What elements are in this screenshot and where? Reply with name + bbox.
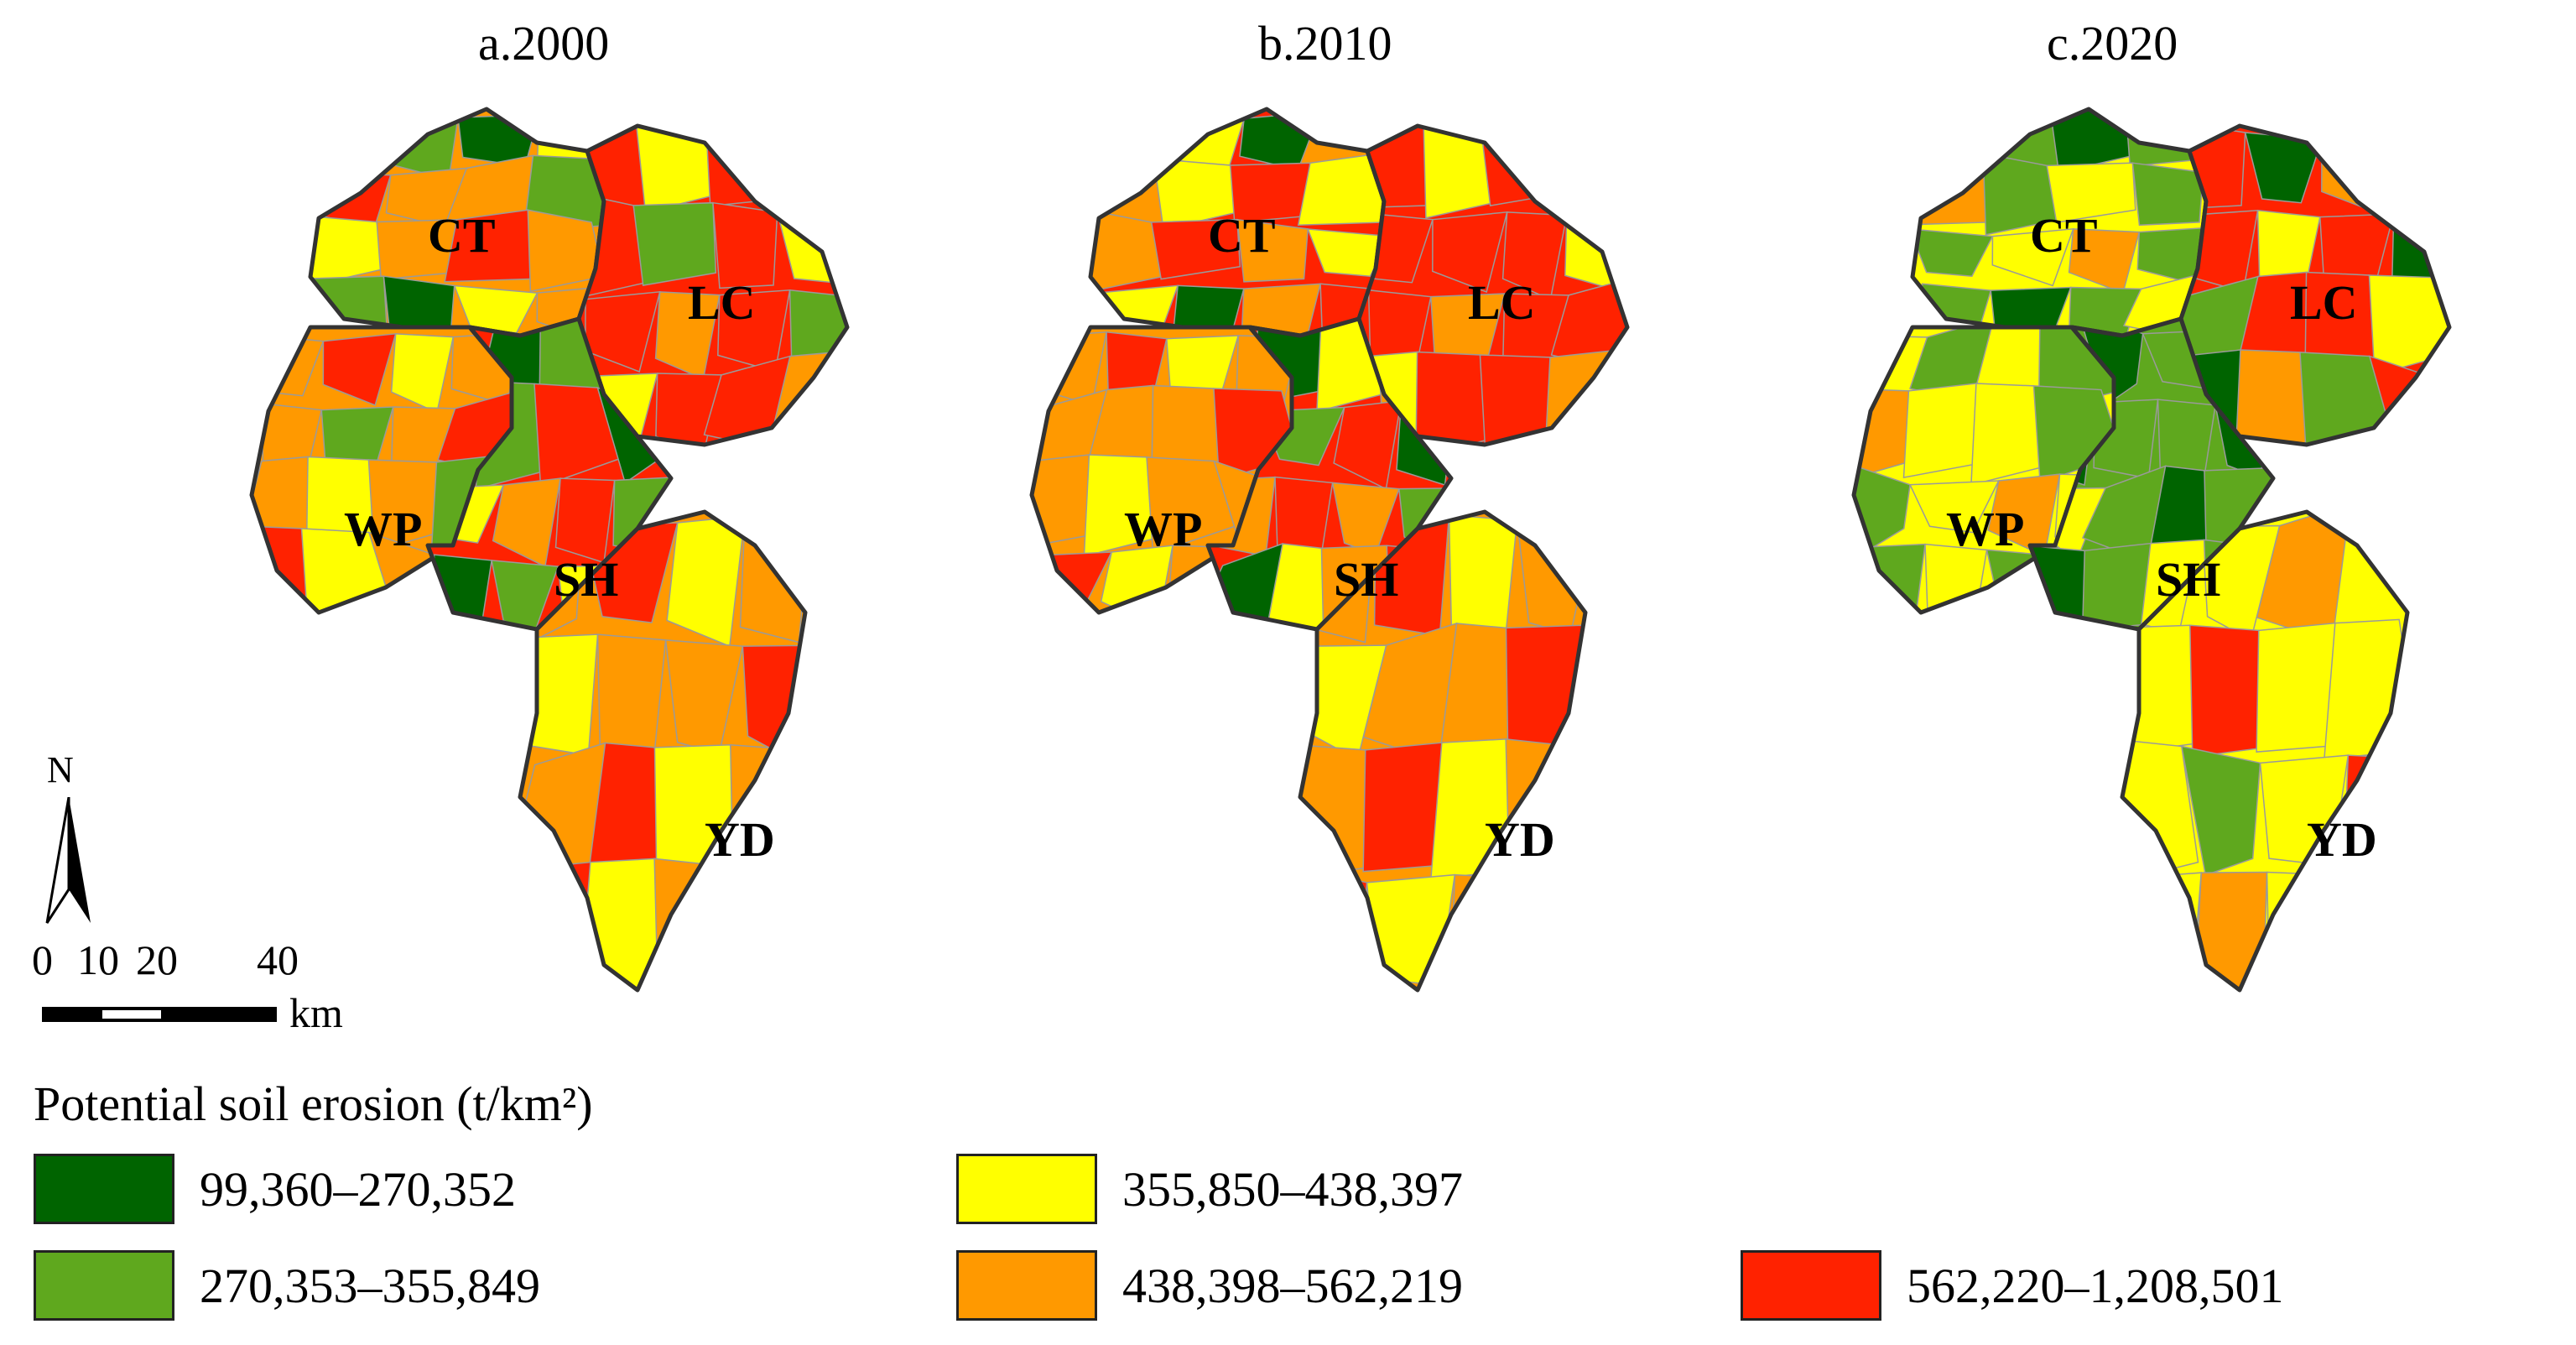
region-label-sh: SH: [554, 552, 618, 607]
panel-title-2020: c.2020: [2047, 16, 2178, 70]
scale-tick-0: 0: [32, 936, 53, 983]
legend-label-4: 438,398–562,219: [1122, 1258, 1463, 1313]
region-border-yd: [2120, 509, 2410, 993]
legend-label-1: 99,360–270,352: [200, 1161, 516, 1217]
north-label: N: [47, 749, 74, 790]
panel-title-2000: a.2000: [478, 16, 610, 70]
map-2000: CT LC WP SH YD: [249, 107, 850, 993]
region-label-ct: CT: [428, 208, 496, 263]
region-label-ct: CT: [1208, 208, 1276, 263]
region-border-yd: [518, 509, 808, 993]
north-arrow-icon: [45, 797, 91, 924]
legend-item-5: 562,220–1,208,501: [1741, 1250, 2284, 1321]
legend-item-4: 438,398–562,219: [956, 1250, 1463, 1321]
region-label-lc: LC: [688, 275, 756, 330]
region-border-lc: [1356, 123, 1630, 447]
region-label-wp: WP: [1124, 502, 1202, 556]
legend-item-2: 270,353–355,849: [34, 1250, 540, 1321]
region-label-lc: LC: [1468, 275, 1536, 330]
region-label-yd: YD: [2307, 812, 2377, 867]
region-border-yd: [1298, 509, 1588, 993]
region-label-yd: YD: [705, 812, 775, 867]
region-label-wp: WP: [1946, 502, 2024, 556]
region-label-yd: YD: [1485, 812, 1555, 867]
region-label-wp: WP: [344, 502, 422, 556]
legend-swatch-3: [956, 1154, 1097, 1224]
legend-item-3: 355,850–438,397: [956, 1154, 1463, 1224]
region-border-lc: [576, 123, 850, 447]
map-panel-2000: CT LC WP SH YD: [185, 76, 956, 1116]
region-label-lc: LC: [2290, 275, 2358, 330]
legend-title: Potential soil erosion (t/km²): [34, 1077, 593, 1131]
legend-swatch-1: [34, 1154, 174, 1224]
region-label-ct: CT: [2030, 208, 2098, 263]
legend-label-3: 355,850–438,397: [1122, 1161, 1463, 1217]
scale-unit: km: [289, 989, 343, 1036]
scale-bar: [42, 1007, 277, 1022]
region-label-sh: SH: [1334, 552, 1398, 607]
region-label-sh: SH: [2156, 552, 2220, 607]
map-panel-2010: CT LC WP SH YD: [965, 76, 1736, 1116]
map-2010: CT LC WP SH YD: [1029, 107, 1630, 993]
region-border-lc: [2178, 123, 2452, 447]
panel-title-2010: b.2010: [1258, 16, 1392, 70]
legend-item-1: 99,360–270,352: [34, 1154, 516, 1224]
scale-tick-40: 40: [257, 936, 299, 983]
map-2020: CT LC WP SH YD: [1851, 107, 2452, 993]
legend-label-2: 270,353–355,849: [200, 1258, 540, 1313]
scale-tick-20: 20: [136, 936, 178, 983]
legend-swatch-5: [1741, 1250, 1881, 1321]
legend-swatch-4: [956, 1250, 1097, 1321]
legend-label-5: 562,220–1,208,501: [1907, 1258, 2284, 1313]
legend-swatch-2: [34, 1250, 174, 1321]
map-panel-2020: CT LC WP SH YD: [1778, 76, 2567, 1116]
scale-tick-10: 10: [77, 936, 119, 983]
